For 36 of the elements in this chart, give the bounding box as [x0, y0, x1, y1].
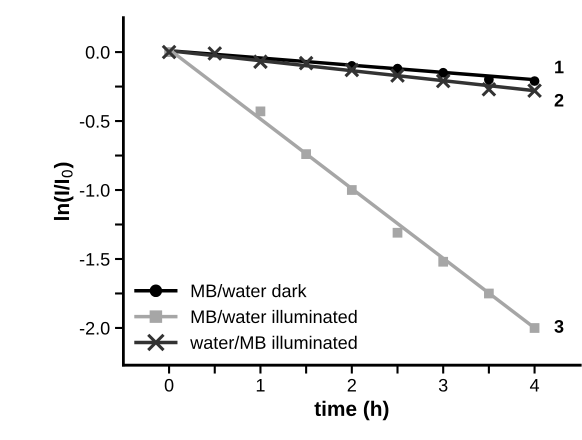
- legend-label: water/MB illuminated: [190, 336, 357, 349]
- point: [438, 68, 448, 78]
- y-tick-label: 0.0: [86, 46, 110, 59]
- point: [392, 228, 402, 238]
- point: [161, 44, 177, 60]
- annotation: 1: [555, 60, 564, 74]
- y-tick-label: -2.0: [80, 322, 110, 335]
- point: [206, 46, 223, 62]
- point: [484, 288, 494, 298]
- legend-label: MB/water dark: [192, 284, 307, 298]
- x-tick-label: 3: [438, 378, 448, 392]
- point: [252, 54, 268, 70]
- point: [530, 76, 540, 86]
- x-axis-title: time (h): [314, 400, 388, 420]
- y-tick-label: -0.5: [80, 114, 110, 128]
- point: [346, 185, 357, 195]
- legend-label: MB/water illuminated: [192, 310, 357, 324]
- point: [256, 106, 266, 116]
- point: [438, 256, 448, 267]
- y-tick-label: -1.5: [80, 253, 110, 266]
- x-tick-label: 1: [256, 379, 265, 392]
- point: [530, 323, 540, 333]
- x-tick-label: 4: [530, 379, 540, 392]
- x-tick-label: 2: [348, 378, 356, 392]
- point: [301, 149, 311, 160]
- point: [390, 68, 406, 84]
- point: [435, 73, 451, 89]
- point: [298, 55, 314, 71]
- y-tick-label: -1.0: [80, 184, 110, 197]
- x-tick-label: 0: [164, 378, 174, 392]
- point: [526, 82, 542, 98]
- y-axis-title: ln(I/I$_{0}$): [54, 162, 74, 220]
- annotation: 2: [554, 94, 564, 106]
- point: [481, 82, 497, 98]
- annotation: 3: [554, 320, 564, 333]
- point: [344, 62, 360, 78]
